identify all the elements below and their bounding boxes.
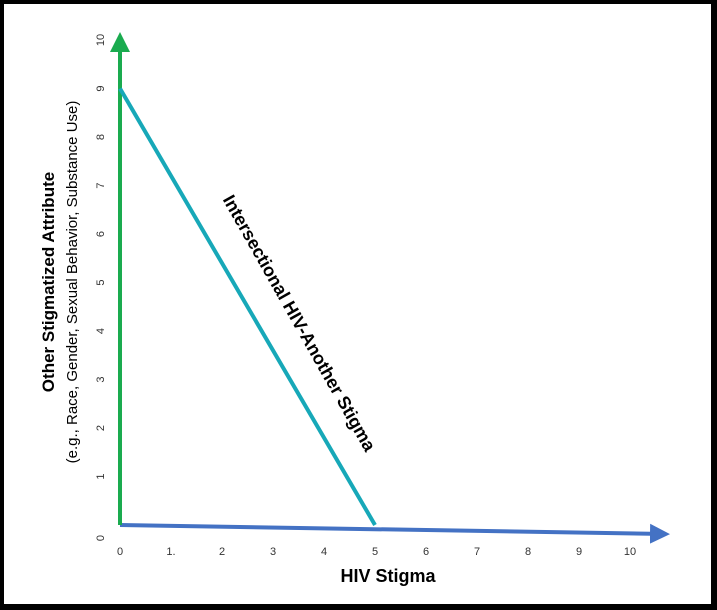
y-tick-label: 6 [95,231,107,237]
y-tick-label: 4 [95,328,107,334]
x-tick-label: 2 [219,546,225,558]
series-group [118,87,377,527]
x-tick-labels: 0 1. 2 3 4 5 6 7 8 9 10 [117,546,636,558]
x-tick-label: 10 [624,546,636,558]
x-axis-line [119,523,670,544]
y-axis-subtitle: (e.g., Race, Gender, Sexual Behavior, Su… [64,101,81,464]
x-tick-label: 0 [117,546,123,558]
series-label: Intersectional HIV-Another Stigma [219,191,380,455]
y-tick-label: 5 [95,279,107,285]
y-tick-label: 0 [95,535,107,541]
y-tick-labels: 0 1 2 3 4 5 6 7 8 9 10 [95,34,107,541]
series-line [118,87,377,527]
x-tick-label: 8 [525,546,531,558]
stigma-chart: 0 1. 2 3 4 5 6 7 8 9 10 0 1 2 3 4 5 6 7 8 9 10 HIV Stigma Ot… [39,32,670,586]
y-tick-label: 2 [95,425,107,431]
y-tick-label: 10 [95,34,107,46]
x-tick-label: 4 [321,546,327,558]
x-tick-label: 1. [166,546,175,558]
x-axis-title: HIV Stigma [340,566,436,586]
y-tick-label: 1 [95,473,107,479]
y-axis-title: Other Stigmatized Attribute [39,172,58,392]
chart-frame: 0 1. 2 3 4 5 6 7 8 9 10 0 1 2 3 4 5 6 7 8 9 10 HIV Stigma Ot… [4,4,711,604]
y-tick-label: 3 [95,376,107,382]
x-tick-label: 7 [474,546,480,558]
x-tick-label: 3 [270,546,276,558]
x-tick-label: 6 [423,546,429,558]
x-tick-label: 9 [576,546,582,558]
x-tick-label: 5 [372,546,378,558]
y-tick-label: 8 [95,134,107,140]
y-tick-label: 7 [95,182,107,188]
y-tick-label: 9 [95,85,107,91]
